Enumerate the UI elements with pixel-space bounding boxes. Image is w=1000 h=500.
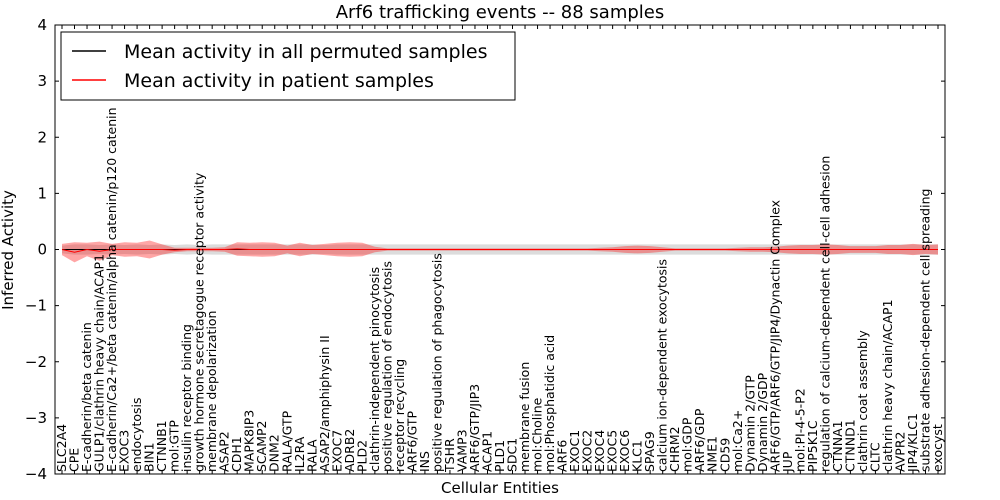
- x-tick-label: ARF6/GTP/ARF6/GTP/JIP4/Dynactin Complex: [767, 200, 782, 472]
- x-tick-label: JUP: [780, 451, 795, 473]
- x-tick-label: mol:PI-4-5-P2: [792, 388, 807, 472]
- x-tick-label: membrane depolarization: [204, 311, 219, 472]
- y-tick-label: 4: [37, 16, 47, 34]
- x-tick-label: ADRB2: [342, 429, 357, 472]
- x-tick-label: PLD1: [492, 440, 507, 472]
- x-tick-label: EXOC4: [592, 430, 607, 472]
- x-tick-label: JIP4/KLC1: [905, 413, 920, 473]
- chart-title: Arf6 trafficking events -- 88 samples: [336, 2, 665, 23]
- x-tick-label: PLD2: [354, 440, 369, 472]
- x-tick-label: ARF6/GTP: [404, 411, 419, 472]
- x-tick-label: ARF6: [555, 440, 570, 472]
- x-tick-label: receptor recycling: [392, 359, 407, 472]
- x-tick-label: CTNNA1: [830, 420, 845, 472]
- x-tick-label: mol:GTP: [167, 420, 182, 472]
- x-tick-label: VAMP3: [455, 429, 470, 472]
- x-tick-label: ACAP1: [480, 431, 495, 472]
- x-tick-label: KLC1: [630, 440, 645, 472]
- legend-label-patient: Mean activity in patient samples: [124, 70, 434, 92]
- x-tick-label: Dynamin 2/GDP: [755, 372, 770, 472]
- x-tick-label: CDH1: [229, 436, 244, 472]
- x-tick-label: positive regulation of endocytosis: [379, 261, 394, 472]
- x-tick-label: E-cadherin/beta catenin: [79, 322, 94, 472]
- legend-label-permuted: Mean activity in all permuted samples: [124, 41, 487, 63]
- x-tick-label: E-cadherin/Ca2+/beta catenin/alpha caten…: [104, 107, 119, 472]
- x-tick-label: exocyst: [930, 424, 945, 472]
- x-tick-label: TSHR: [442, 438, 457, 473]
- x-tick-label: clathrin coat assembly: [855, 330, 870, 472]
- y-tick-label: −3: [25, 409, 47, 427]
- x-tick-label: ASAP2: [217, 431, 232, 472]
- x-tick-label: CTNND1: [842, 419, 857, 472]
- plot-frame: [54, 24, 946, 475]
- x-tick-label: ARF6/GDP: [692, 408, 707, 472]
- x-tick-label: NME1: [705, 436, 720, 472]
- series-layer: [61, 248, 938, 253]
- x-tick-label: substrate adhesion-dependent cell spread…: [918, 189, 933, 472]
- x-tick-label: AVPR2: [893, 432, 908, 472]
- x-tick-label: insulin receptor binding: [179, 324, 194, 472]
- y-tick-label: −4: [25, 465, 47, 483]
- x-tick-label: CD59: [717, 438, 732, 472]
- x-axis-label: Cellular Entities: [441, 479, 559, 497]
- x-tick-label: EXOC5: [605, 430, 620, 472]
- series-line-1: [61, 248, 938, 253]
- x-tick-label: ARF6/GTP/JIP3: [467, 384, 482, 472]
- y-tick-label: 3: [37, 72, 47, 90]
- x-tick-label: SLC2A4: [54, 424, 69, 472]
- x-tick-label: endocytosis: [129, 397, 144, 472]
- x-tick-label: SPAG9: [642, 431, 657, 472]
- x-tick-label: CTNNB1: [154, 420, 169, 472]
- x-tick-label: SDC1: [505, 438, 520, 472]
- x-tick-label: CLTC: [867, 442, 882, 472]
- x-tick-label: INS: [417, 451, 432, 472]
- y-tick-label: 0: [37, 241, 47, 259]
- x-tick-label: PIP5K1C: [805, 420, 820, 472]
- patient-band: [62, 240, 938, 263]
- x-tick-label: mol:Ca2+: [730, 410, 745, 472]
- x-tick-label: EXOC1: [567, 430, 582, 472]
- x-tick-label: BIN1: [142, 442, 157, 472]
- legend: Mean activity in all permuted samples Me…: [60, 31, 516, 101]
- x-tick-label: IL2RA: [292, 436, 307, 472]
- x-tick-label: regulation of calcium-dependent cell-cel…: [817, 156, 832, 472]
- x-tick-label: positive regulation of phagocytosis: [429, 253, 444, 472]
- y-tick-label: −1: [25, 297, 47, 315]
- y-tick-label: 2: [37, 128, 47, 146]
- x-tick-label: mol:Choline: [530, 397, 545, 472]
- legend-box: [60, 31, 516, 101]
- x-tick-label: clathrin-independent pinocytosis: [367, 267, 382, 472]
- x-tick-label: membrane fusion: [517, 362, 532, 472]
- x-tick-label: RALA: [304, 439, 319, 472]
- y-tick-label: −2: [25, 353, 47, 371]
- x-tick-label: GULP1/clathrin heavy chain/ACAP1: [92, 254, 107, 472]
- x-tick-label: ASAP2/amphiphysin II: [317, 335, 332, 472]
- x-tick-label: clathrin heavy chain/ACAP1: [880, 299, 895, 472]
- y-axis-label: Inferred Activity: [0, 190, 17, 310]
- x-tick-label: growth hormone secretagogue receptor act…: [192, 172, 207, 472]
- x-tick-label: calcium ion-dependent exocytosis: [655, 259, 670, 472]
- x-tick-label: SCAMP2: [254, 421, 269, 473]
- x-tick-label: CPE: [67, 448, 82, 472]
- y-axis: −4 −3 −2 −1 0 1 2 3 4: [25, 16, 945, 483]
- x-tick-label: mol:GDP: [680, 417, 695, 472]
- x-tick-label: RALA/GTP: [279, 410, 294, 472]
- y-tick-label: 1: [37, 184, 47, 202]
- x-tick-label: EXOC3: [117, 430, 132, 472]
- x-tick-label: DNM2: [267, 434, 282, 472]
- x-tick-label: CHRM2: [667, 426, 682, 472]
- x-tick-label: EXOC2: [580, 430, 595, 472]
- x-tick-label: Dynamin 2/GTP: [742, 375, 757, 472]
- x-tick-label: EXOC7: [329, 430, 344, 472]
- x-tick-label: EXOC6: [617, 430, 632, 472]
- x-tick-label: MAPK8IP3: [242, 410, 257, 472]
- x-tick-label: mol:Phosphatidic acid: [542, 335, 557, 472]
